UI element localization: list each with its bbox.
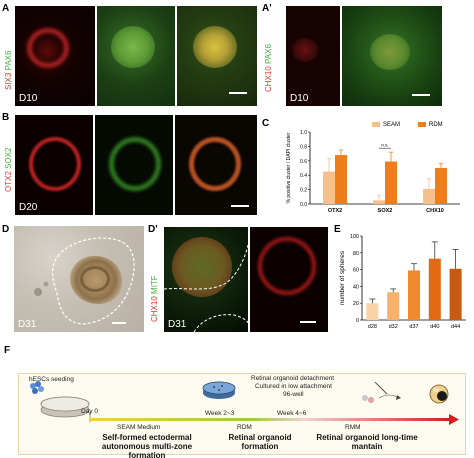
text-rmm: RMM — [345, 424, 361, 431]
chart-e-ytick-label: 40 — [353, 284, 359, 290]
protocol-graphics — [30, 381, 459, 425]
marker-mitf: MITF — [150, 275, 159, 294]
marker-pax6: PAX6 — [4, 50, 13, 71]
chart-c-annotation: n.s. — [381, 143, 388, 148]
text-week4: Week 4~6 — [277, 410, 307, 417]
chart-c-bar — [435, 168, 447, 204]
chart-e-bar — [428, 258, 441, 320]
chart-e-ytick-label: 60 — [353, 268, 359, 274]
chart-c-ytick-label: 0.8 — [300, 144, 307, 150]
text-detach-1: Retinal organoid detachment — [251, 375, 335, 382]
chart-c-ytick-label: 0.6 — [300, 159, 307, 165]
text-seam-medium: SEAM Medium — [117, 424, 161, 431]
day-label-d: D31 — [18, 319, 37, 330]
chart-e-ytick-label: 100 — [350, 234, 359, 240]
chart-c-ytick-label: 0.4 — [300, 173, 307, 179]
organoid-outline — [34, 237, 135, 325]
marker-chx10-2: CHX10 — [150, 296, 159, 322]
chart-c-legend-swatch — [418, 122, 426, 127]
chart-c-legend-label: RDM — [429, 122, 443, 128]
chart-e-ytick-label: 0 — [356, 318, 359, 324]
panel-label-c: C — [262, 118, 270, 129]
chart-c-bar — [323, 171, 335, 204]
day-label-d-prime: D31 — [168, 319, 187, 330]
marker-otx2: OTX2 — [4, 171, 13, 192]
chart-c-bar — [423, 188, 435, 204]
micrograph-a-green — [97, 6, 175, 106]
text-detach-2: Cultured in low attachment — [255, 383, 332, 390]
chart-c-ytick-label: 0.0 — [300, 202, 307, 208]
panel-label-b: B — [2, 112, 10, 123]
text-day0: Day 0 — [81, 408, 98, 415]
scale-bar-d — [112, 322, 126, 324]
text-seeding: hESCs seeding — [29, 376, 74, 383]
chart-e-category-label: d40 — [430, 324, 439, 330]
chart-c-bar — [373, 200, 385, 204]
marker-chx10: CHX10 — [264, 66, 273, 92]
chart-e-ylabel: number of spheres — [339, 250, 346, 305]
scale-bar-d-prime — [300, 321, 316, 323]
scale-bar-b — [231, 205, 249, 207]
chart-c-ytick-label: 1.0 — [300, 130, 307, 136]
micrograph-b-green — [95, 115, 173, 215]
chart-e-category-label: d44 — [451, 324, 460, 330]
chart-c-legend-swatch — [372, 122, 380, 127]
text-week2: Week 2~3 — [205, 410, 235, 417]
day-label-a-prime: D10 — [290, 93, 309, 104]
chart-c-category-label: OTX2 — [328, 208, 342, 214]
chart-e-category-label: d37 — [409, 324, 418, 330]
stage-1-heading: Self-formed ectodermal autonomous multi-… — [101, 433, 193, 458]
day-label-b: D20 — [19, 202, 38, 213]
protocol-schematic: hESCs seeding Day 0 SEAM Medium Week 2~3… — [18, 373, 466, 458]
micrograph-a-merge — [177, 6, 257, 106]
stage-3-heading: Retinal organoid long-time mantain — [316, 433, 418, 451]
panel-label-a: A — [2, 3, 10, 14]
marker-six3: SIX3 — [4, 72, 13, 90]
chart-e-bar — [449, 268, 462, 320]
chart-c-bar — [335, 155, 347, 204]
chart-e-category-label: d28 — [368, 324, 377, 330]
panel-label-e: E — [334, 224, 341, 235]
micrograph-b-merge — [175, 115, 257, 215]
chart-c: 0.0 0.2 0.4 0.6 0.8 1.0 % positive cluster / D… — [286, 122, 460, 214]
chart-c-category-label: SOX2 — [378, 208, 393, 214]
panel-label-f: F — [4, 345, 11, 356]
marker-sox2: SOX2 — [4, 147, 13, 169]
panel-label-d-prime: D' — [148, 224, 158, 235]
micrograph-d-brightfield: D31 — [14, 226, 144, 332]
stage-2-heading: Retinal organoid formation — [228, 433, 292, 451]
chart-c-bar — [385, 161, 397, 204]
micrograph-d-prime-red — [250, 227, 328, 332]
d-prime-outline — [164, 244, 248, 332]
chart-e-bar — [387, 292, 400, 320]
chart-c-ytick-label: 0.2 — [300, 188, 307, 194]
chart-c-legend-label: SEAM — [383, 122, 400, 128]
chart-e-ytick-label: 20 — [353, 301, 359, 307]
micrograph-b-red: D20 — [15, 115, 93, 215]
chart-e-ytick-label: 80 — [353, 251, 359, 257]
micrograph-a-prime-merge — [342, 6, 442, 106]
chart-c-ylabel: % positive cluster / DAPI cluster — [286, 132, 292, 203]
chart-e-bar — [366, 303, 379, 320]
panel-label-d: D — [2, 224, 10, 235]
scale-bar-a-prime — [412, 94, 430, 96]
chart-e-bar — [408, 270, 420, 320]
chart-c-category-label: CHX10 — [426, 208, 444, 214]
scale-bar-a — [229, 92, 247, 94]
chart-e-category-label: d32 — [389, 324, 398, 330]
panel-label-a-prime: A' — [262, 3, 272, 14]
micrograph-a-prime-red: D10 — [286, 6, 340, 106]
text-detach-3: 96-well — [283, 391, 304, 398]
text-rdm: RDM — [237, 424, 252, 431]
micrograph-d-prime-merge: D31 — [164, 227, 248, 332]
micrograph-a-red: D10 — [15, 6, 95, 106]
day-label-a: D10 — [19, 93, 38, 104]
marker-pax6-2: PAX6 — [264, 44, 273, 64]
chart-e: 0 20 40 60 80 100 number of spheres d28 d32 d37 d4… — [339, 234, 466, 330]
